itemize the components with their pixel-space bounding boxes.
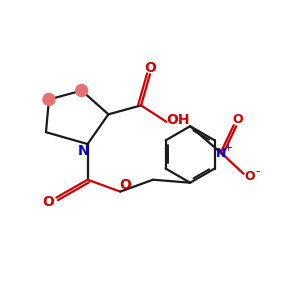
Circle shape [76, 85, 88, 97]
Text: N: N [216, 147, 226, 161]
Circle shape [43, 94, 55, 105]
Text: O: O [245, 170, 256, 183]
Text: O: O [42, 195, 54, 209]
Text: O: O [119, 178, 131, 192]
Text: N: N [78, 144, 90, 158]
Text: -: - [256, 165, 260, 178]
Text: O: O [144, 61, 156, 75]
Text: +: + [224, 143, 233, 153]
Text: O: O [232, 113, 243, 126]
Text: OH: OH [166, 113, 189, 127]
